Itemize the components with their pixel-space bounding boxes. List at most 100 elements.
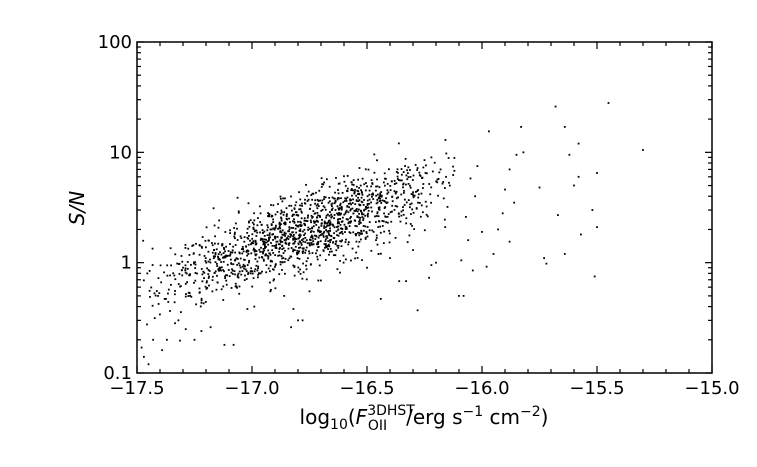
data-point: [281, 257, 284, 260]
data-point: [316, 199, 319, 201]
data-point: [251, 221, 254, 224]
data-point: [239, 257, 242, 260]
data-point: [363, 209, 365, 212]
data-point: [311, 243, 313, 246]
data-point: [310, 230, 313, 232]
data-point: [225, 245, 227, 248]
data-point: [272, 227, 275, 230]
data-point: [211, 279, 214, 282]
data-point: [322, 232, 325, 234]
data-point: [326, 224, 329, 227]
data-point: [208, 270, 211, 272]
data-point: [231, 273, 234, 275]
plot-area-frame: [136, 41, 713, 374]
data-point: [409, 186, 412, 189]
data-point: [333, 197, 336, 200]
data-point: [279, 239, 282, 242]
data-point: [243, 279, 246, 281]
data-point: [292, 242, 295, 245]
data-point: [229, 251, 232, 254]
data-point: [412, 174, 415, 177]
data-point: [353, 191, 356, 194]
data-point: [327, 243, 330, 246]
data-point: [157, 277, 160, 280]
data-point: [257, 265, 260, 268]
data-point: [320, 209, 323, 212]
data-point: [242, 248, 245, 251]
data-point: [284, 235, 286, 237]
data-point: [288, 230, 290, 233]
data-point: [346, 218, 349, 221]
data-point: [368, 189, 371, 192]
data-point: [202, 302, 205, 305]
data-point: [442, 197, 445, 200]
data-point: [233, 235, 236, 238]
data-point: [378, 220, 381, 223]
data-point: [367, 206, 370, 209]
data-point: [429, 193, 432, 196]
data-point: [305, 239, 308, 242]
data-point: [323, 222, 326, 225]
data-point: [233, 233, 236, 236]
data-point: [265, 241, 268, 244]
data-point: [292, 220, 294, 223]
data-point: [288, 217, 290, 220]
data-point: [330, 216, 333, 219]
data-point: [312, 240, 315, 243]
data-point: [247, 271, 250, 274]
data-point: [259, 231, 261, 234]
data-point: [312, 210, 315, 212]
data-point: [307, 226, 310, 229]
data-point: [215, 263, 218, 265]
data-point: [251, 237, 254, 240]
data-point: [218, 219, 221, 222]
data-point: [300, 242, 303, 245]
data-point: [573, 184, 575, 187]
data-point: [302, 247, 305, 250]
data-point: [321, 183, 324, 186]
data-point: [339, 213, 342, 216]
data-point: [411, 193, 414, 196]
data-point: [402, 182, 405, 185]
data-point: [331, 196, 334, 199]
axis-ticks: −17.5 −17.0 −16.5 −16.0 −15.5 −15.0 0.1 1 10 100: [98, 32, 740, 399]
data-point: [193, 281, 195, 284]
data-point: [260, 223, 263, 226]
data-point: [234, 231, 236, 234]
data-point: [334, 191, 336, 194]
data-point: [417, 189, 419, 191]
data-point: [309, 227, 311, 230]
data-point: [241, 265, 244, 268]
data-point: [283, 233, 286, 236]
data-point: [376, 159, 378, 162]
data-point: [173, 293, 176, 296]
data-point: [206, 280, 208, 283]
data-point: [398, 280, 401, 283]
data-point: [288, 244, 290, 246]
data-point: [226, 263, 229, 266]
data-point: [296, 249, 299, 252]
data-point: [372, 198, 375, 200]
data-point: [444, 139, 447, 141]
data-point: [352, 184, 355, 186]
data-point: [393, 183, 396, 185]
data-point: [301, 230, 304, 233]
data-point: [268, 238, 270, 241]
data-point: [354, 219, 357, 222]
data-point: [284, 249, 286, 252]
data-point: [355, 199, 358, 202]
data-point: [311, 236, 314, 238]
data-point: [393, 208, 396, 211]
data-point: [225, 255, 228, 258]
data-point: [577, 142, 580, 145]
data-point: [336, 244, 339, 247]
data-point: [283, 239, 286, 241]
data-point: [417, 201, 419, 204]
data-point: [271, 249, 274, 252]
data-point: [239, 235, 242, 238]
data-point: [364, 214, 367, 217]
data-point: [323, 230, 326, 233]
data-point: [557, 214, 559, 216]
data-point: [338, 208, 340, 211]
data-point: [430, 186, 433, 189]
